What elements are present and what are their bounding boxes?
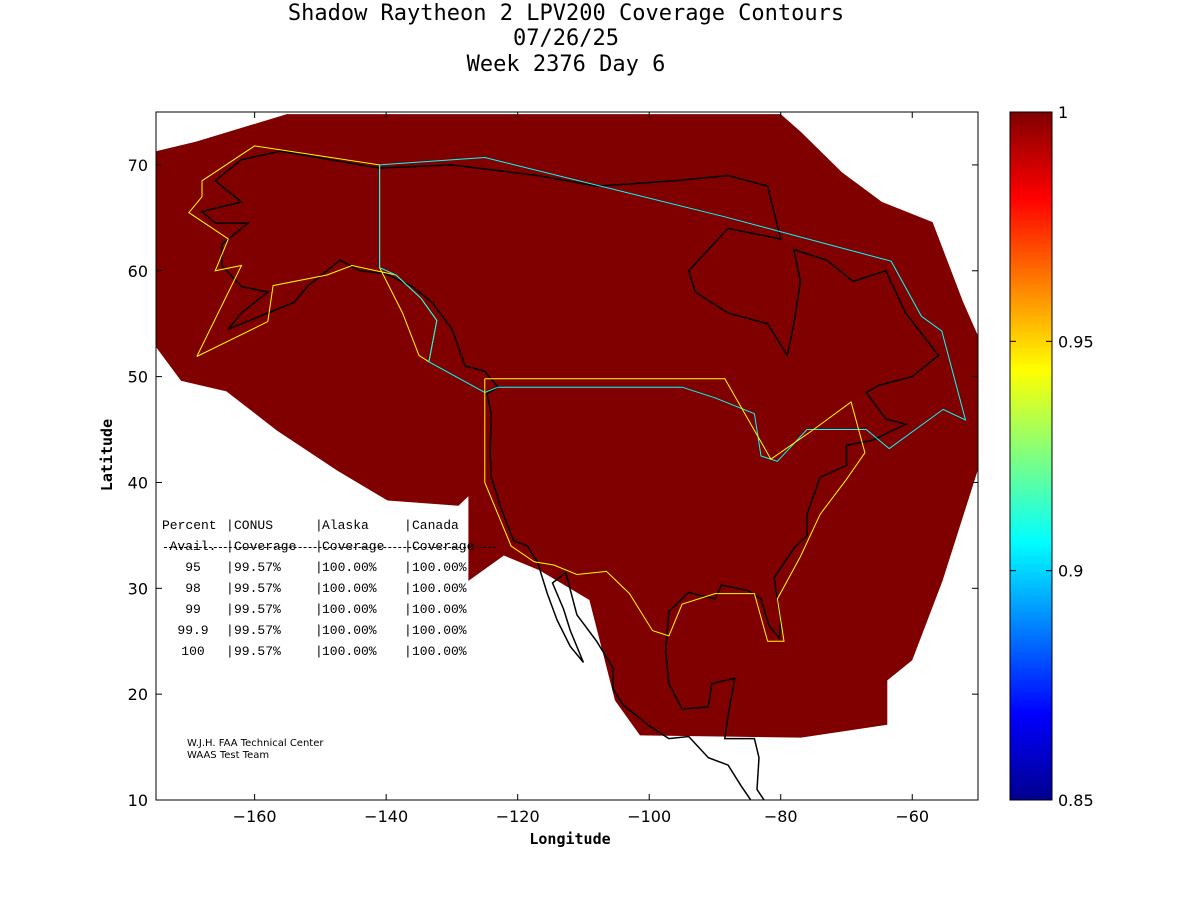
plot-frame	[155, 111, 979, 801]
coverage-table: Percent CONUS Alaska Canada | | | Avail. Coverag…	[162, 515, 502, 665]
y-tick-label: 70	[128, 156, 148, 175]
colorbar-tick-label: 0.95	[1058, 332, 1094, 351]
table-separator: |	[226, 623, 234, 638]
table-cell: Percent	[162, 518, 217, 533]
table-cell: 99.57%	[234, 623, 281, 638]
table-cell: 99	[185, 602, 201, 617]
table-separator: |	[404, 539, 412, 554]
table-separator: |	[226, 518, 234, 533]
table-header-row: Percent CONUS Alaska Canada | | |	[162, 515, 502, 536]
table-cell: 100.00%	[322, 623, 377, 638]
table-header-row: Avail. Coverage Coverage Coverage | | |	[162, 536, 502, 557]
y-tick-label: 50	[128, 368, 148, 387]
table-cell: 99.57%	[234, 560, 281, 575]
chart-date: 07/26/25	[513, 26, 619, 51]
table-cell: 100	[181, 644, 205, 659]
table-cell: 100.00%	[322, 560, 377, 575]
table-cell: 100.00%	[322, 602, 377, 617]
table-cell: 99.57%	[234, 581, 281, 596]
table-row: 99 99.57% 100.00% 100.00% | | |	[162, 599, 502, 620]
x-tick-label: −140	[364, 807, 408, 826]
x-axis-label: Longitude	[529, 830, 610, 848]
table-separator: |	[315, 644, 323, 659]
y-axis-label: Latitude	[98, 419, 116, 491]
table-separator: |	[404, 581, 412, 596]
table-cell: 100.00%	[412, 581, 467, 596]
table-cell: Avail.	[169, 539, 217, 554]
table-cell: 100.00%	[322, 644, 377, 659]
table-cell: 95	[185, 560, 201, 575]
colorbar-tick-label: 0.85	[1058, 791, 1094, 810]
credit-line-2: WAAS Test Team	[187, 750, 270, 761]
table-separator: |	[404, 518, 412, 533]
table-separator: |	[315, 560, 323, 575]
x-tick-label: −160	[233, 807, 277, 826]
y-tick-label: 20	[128, 685, 148, 704]
y-tick-label: 40	[128, 473, 148, 492]
table-cell: 100.00%	[412, 560, 467, 575]
table-row: 99.9 99.57% 100.00% 100.00% | | |	[162, 620, 502, 641]
table-row: 100 99.57% 100.00% 100.00% | | |	[162, 641, 502, 662]
table-separator: |	[404, 623, 412, 638]
x-tick-label: −60	[895, 807, 929, 826]
table-cell: Coverage	[234, 539, 297, 554]
coastline-east	[214, 150, 940, 800]
table-separator: |	[226, 602, 234, 617]
table-cell: 99.57%	[234, 602, 281, 617]
table-separator: |	[404, 644, 412, 659]
table-separator: |	[315, 539, 323, 554]
table-cell: 99.9	[177, 623, 209, 638]
table-separator: |	[404, 560, 412, 575]
table-separator: |	[226, 539, 234, 554]
table-cell: Coverage	[412, 539, 475, 554]
table-row: 98 99.57% 100.00% 100.00% | | |	[162, 578, 502, 599]
table-divider	[164, 547, 496, 548]
table-cell: 99.57%	[234, 644, 281, 659]
table-cell: 100.00%	[412, 623, 467, 638]
x-tick-label: −80	[764, 807, 798, 826]
x-tick-label: −120	[496, 807, 540, 826]
table-separator: |	[226, 560, 234, 575]
table-cell: Coverage	[322, 539, 385, 554]
chart-week-day: Week 2376 Day 6	[466, 52, 666, 77]
table-separator: |	[315, 602, 323, 617]
boundary-alaska	[188, 145, 438, 363]
table-cell: Alaska	[322, 518, 369, 533]
table-separator: |	[226, 644, 234, 659]
boundary-conus	[484, 378, 866, 642]
table-cell: 100.00%	[412, 602, 467, 617]
y-tick-label: 30	[128, 579, 148, 598]
table-cell: CONUS	[234, 518, 274, 533]
y-tick-label: 60	[128, 262, 148, 281]
coverage-region	[156, 114, 978, 738]
table-row: 95 99.57% 100.00% 100.00% | | |	[162, 557, 502, 578]
coastline-west	[200, 180, 752, 800]
table-cell: Canada	[412, 518, 459, 533]
table-separator: |	[315, 581, 323, 596]
table-separator: |	[404, 602, 412, 617]
table-cell: 98	[185, 581, 201, 596]
credit-line-1: W.J.H. FAA Technical Center	[187, 738, 324, 749]
chart-title: Shadow Raytheon 2 LPV200 Coverage Contou…	[287, 1, 845, 26]
table-separator: |	[226, 581, 234, 596]
colorbar-tick-label: 1	[1058, 103, 1068, 122]
table-cell: 100.00%	[412, 644, 467, 659]
table-cell: 100.00%	[322, 581, 377, 596]
colorbar-tick-label: 0.9	[1058, 562, 1083, 581]
y-tick-label: 10	[128, 791, 148, 810]
table-separator: |	[315, 518, 323, 533]
table-separator: |	[315, 623, 323, 638]
colorbar	[1009, 111, 1053, 801]
boundary-canada	[379, 156, 967, 462]
x-tick-label: −100	[627, 807, 671, 826]
